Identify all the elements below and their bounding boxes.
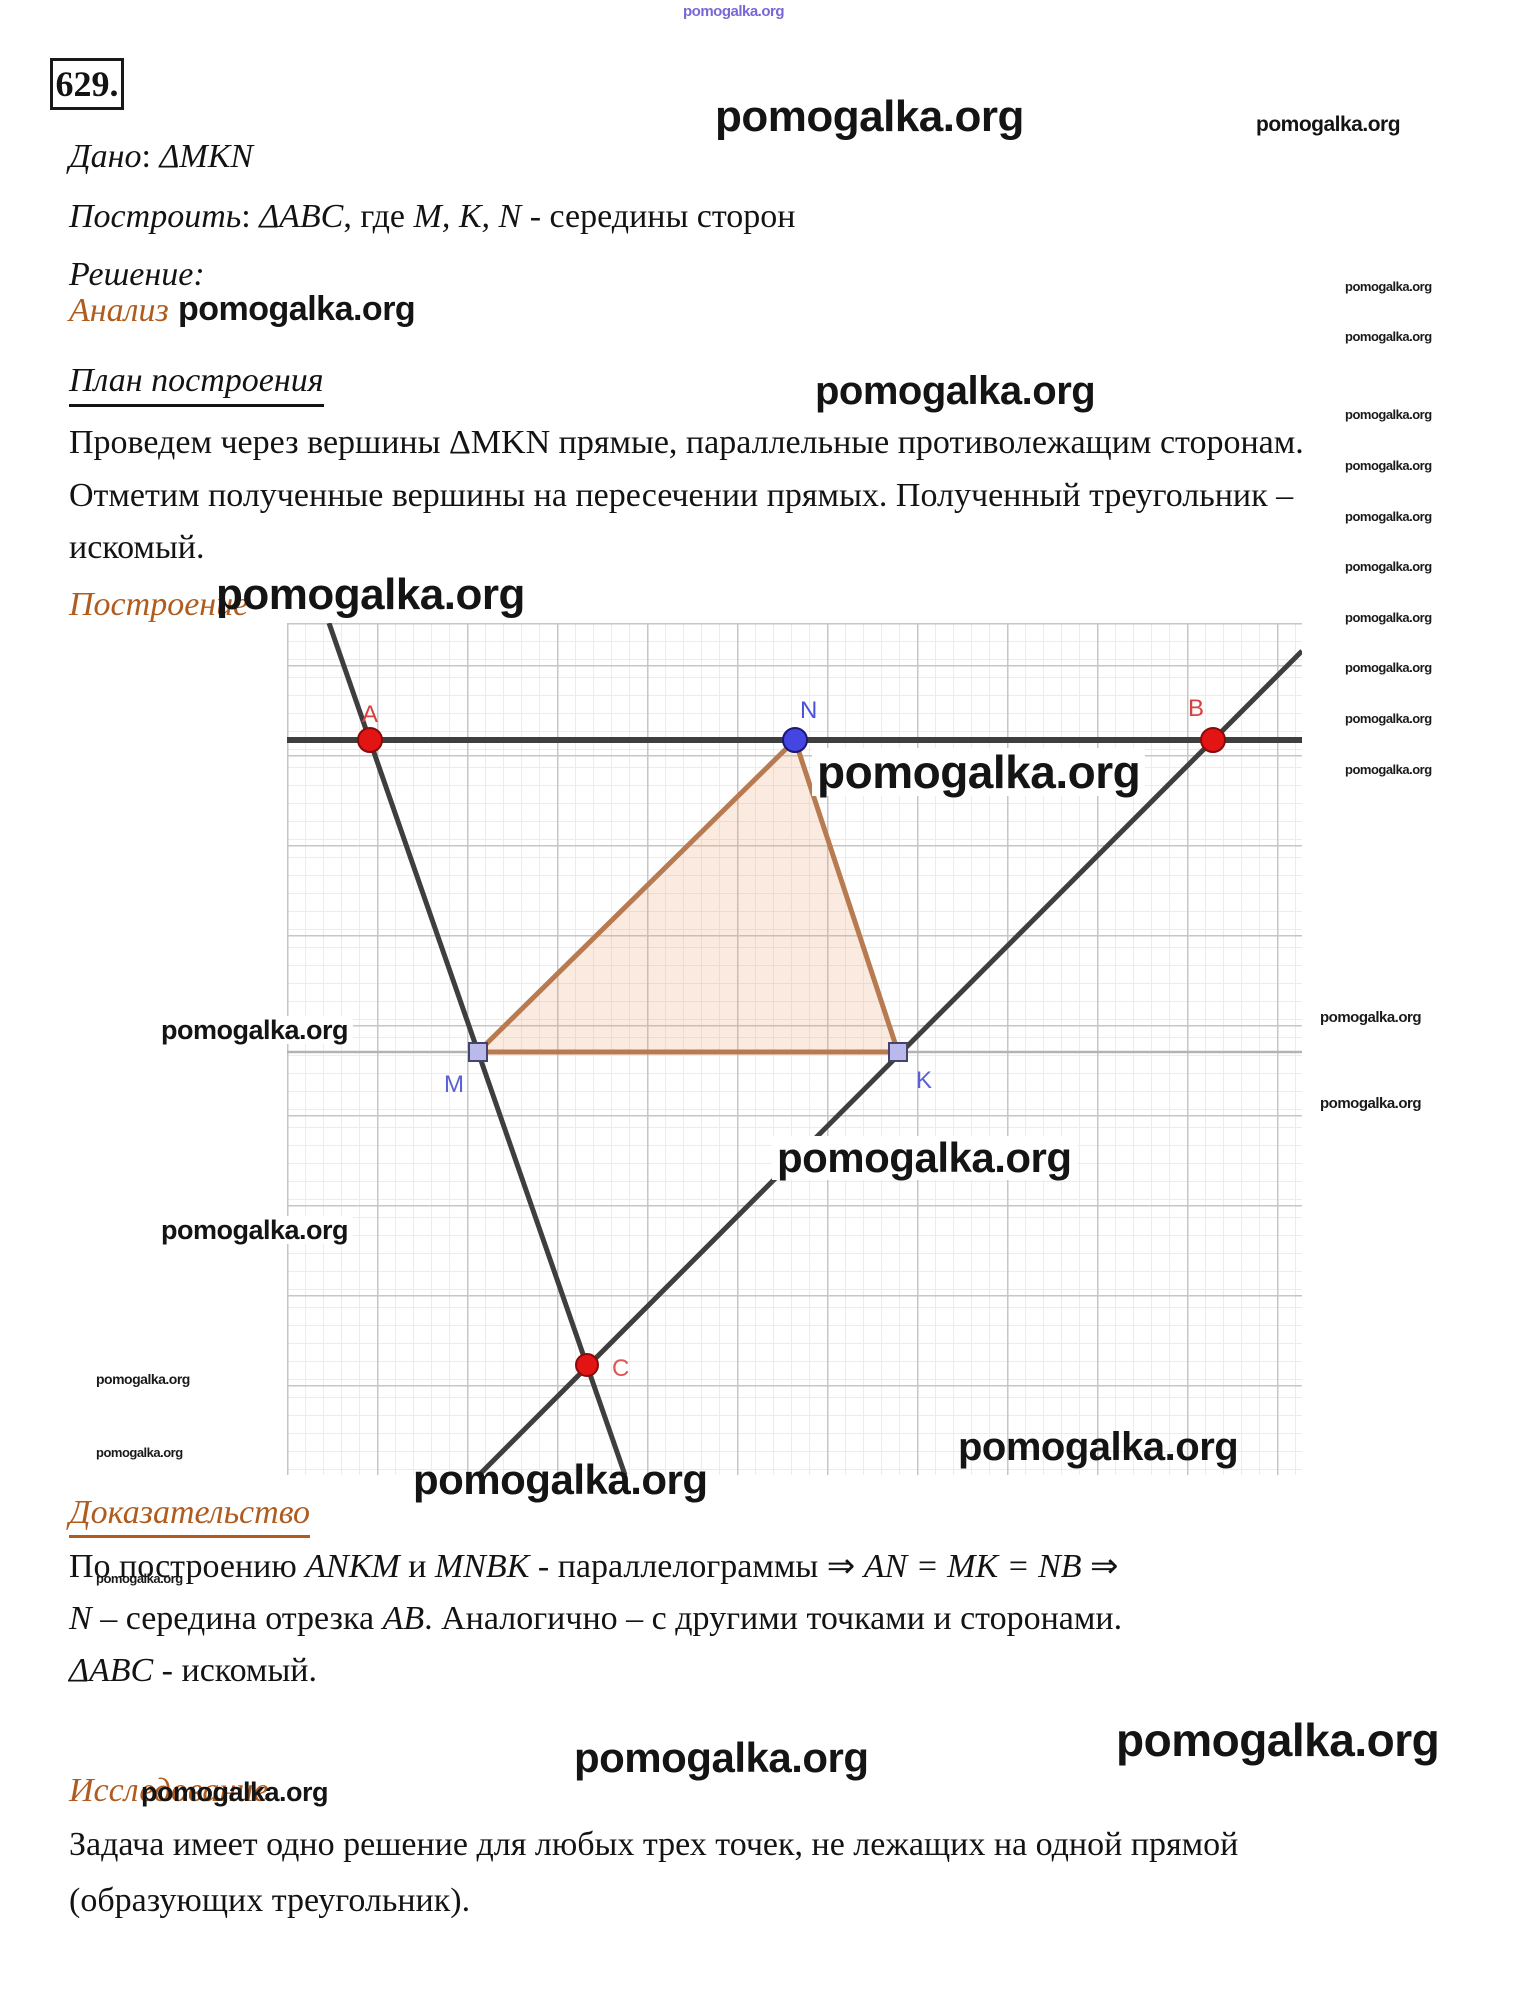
research-line2: (образующих треугольник). xyxy=(69,1882,471,1919)
watermark: pomogalka.org xyxy=(772,1135,1077,1181)
watermark: pomogalka.org xyxy=(812,748,1146,796)
construct-mid: , где xyxy=(343,198,414,235)
triangle-MNK xyxy=(475,737,901,1055)
point-C xyxy=(575,1353,599,1377)
watermark: pomogalka.org xyxy=(1345,458,1432,473)
point-K xyxy=(888,1042,908,1062)
proof-line2: N – середина отрезка AB. Аналогично – с … xyxy=(69,1600,1122,1638)
watermark: pomogalka.org xyxy=(1345,660,1432,675)
problem-number: 629. xyxy=(50,58,124,110)
given-math: ΔMKN xyxy=(159,138,254,175)
point-label-A: A xyxy=(362,701,378,728)
watermark: pomogalka.org xyxy=(178,290,416,328)
watermark: pomogalka.org xyxy=(216,570,525,619)
solution-label: Решение: xyxy=(69,256,205,293)
given-label: Дано xyxy=(69,138,142,175)
watermark: pomogalka.org xyxy=(96,1371,190,1387)
point-label-M: M xyxy=(444,1071,464,1098)
point-B xyxy=(1200,727,1226,753)
proof-math: AB xyxy=(382,1600,425,1637)
point-label-K: K xyxy=(916,1067,932,1094)
watermark: pomogalka.org xyxy=(1345,509,1432,524)
watermark: pomogalka.org xyxy=(958,1425,1239,1469)
proof-text: и xyxy=(399,1548,435,1585)
watermark: pomogalka.org xyxy=(1345,610,1432,625)
plan-text-line1: Проведем через вершины ΔMKN прямые, пара… xyxy=(69,424,1304,461)
construct-math-mkn: M, K, N xyxy=(413,198,522,235)
construct-tail: - середины сторон xyxy=(521,198,796,235)
watermark: pomogalka.org xyxy=(815,369,1096,413)
watermark: pomogalka.org xyxy=(413,1456,708,1503)
proof-line1: По построению ANKM и MNBK - параллелогра… xyxy=(69,1546,1119,1586)
construct-line: Построить: ΔABC, где M, K, N - середины … xyxy=(69,198,796,236)
watermark: pomogalka.org xyxy=(156,1216,354,1244)
construction-heading: Построение xyxy=(69,586,249,623)
watermark: pomogalka.org xyxy=(141,1777,329,1807)
watermark: pomogalka.org xyxy=(1116,1714,1440,1766)
point-M xyxy=(468,1042,488,1062)
plan-heading: План построения xyxy=(69,362,324,407)
construction-figure: A N B M K C xyxy=(287,623,1302,1475)
proof-math: MNBK xyxy=(434,1548,530,1585)
research-heading: Исследование xyxy=(69,1772,269,1809)
construction-figure-svg: A N B M K C xyxy=(287,623,1302,1475)
construct-sep: : xyxy=(241,198,260,235)
research-line1: Задача имеет одно решение для любых трех… xyxy=(69,1826,1239,1863)
proof-text: - искомый. xyxy=(153,1652,317,1689)
proof-text: – середина отрезка xyxy=(91,1600,383,1637)
watermark: pomogalka.org xyxy=(1345,407,1432,422)
proof-text: По построению xyxy=(69,1548,306,1585)
point-label-B: B xyxy=(1188,695,1204,722)
given-line: Дано: ΔMKN xyxy=(69,138,253,176)
watermark: pomogalka.org xyxy=(1345,329,1432,344)
watermark: pomogalka.org xyxy=(683,3,785,20)
watermark: pomogalka.org xyxy=(1345,762,1432,777)
given-sep: : xyxy=(141,138,160,175)
watermark: pomogalka.org xyxy=(156,1016,354,1044)
watermark: pomogalka.org xyxy=(574,1734,869,1781)
proof-math: ANKM xyxy=(305,1548,400,1585)
watermark: pomogalka.org xyxy=(1345,711,1432,726)
watermark: pomogalka.org xyxy=(1320,1095,1422,1112)
watermark: pomogalka.org xyxy=(96,1445,183,1460)
point-A xyxy=(357,727,383,753)
proof-math: AN = MK = NB xyxy=(863,1548,1082,1585)
point-label-C: C xyxy=(612,1355,629,1382)
watermark: pomogalka.org xyxy=(1256,113,1401,136)
proof-heading: Доказательство xyxy=(69,1494,311,1538)
watermark: pomogalka.org xyxy=(1345,279,1432,294)
analysis-heading: Анализ xyxy=(69,292,169,329)
proof-line3: ΔABC - искомый. xyxy=(69,1652,317,1690)
watermark: pomogalka.org xyxy=(1320,1009,1422,1026)
proof-text: . Аналогично – с другими точками и сторо… xyxy=(424,1600,1123,1637)
proof-text: - параллелограммы ⇒ xyxy=(529,1548,864,1585)
plan-text-line2: Отметим полученные вершины на пересечени… xyxy=(69,477,1294,514)
proof-math: N xyxy=(69,1600,92,1637)
line-through-K-parallel-MN xyxy=(477,649,1302,1475)
watermark: pomogalka.org xyxy=(715,92,1024,141)
construct-label: Построить xyxy=(69,198,242,235)
watermark: pomogalka.org xyxy=(1345,559,1432,574)
point-label-N: N xyxy=(800,697,817,724)
proof-text: ⇒ xyxy=(1081,1548,1119,1585)
watermark: pomogalka.org xyxy=(96,1571,183,1586)
construct-math-abc: ΔABC xyxy=(259,198,344,235)
proof-math: ΔABC xyxy=(69,1652,154,1689)
point-N xyxy=(782,727,808,753)
plan-text-line3: искомый. xyxy=(69,529,205,566)
